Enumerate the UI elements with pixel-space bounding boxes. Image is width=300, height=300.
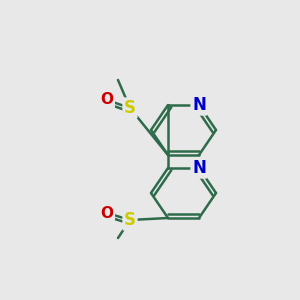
Text: N: N — [192, 96, 206, 114]
Text: O: O — [100, 206, 113, 220]
Text: S: S — [124, 99, 136, 117]
Text: S: S — [124, 211, 136, 229]
Text: O: O — [100, 92, 113, 107]
Text: N: N — [192, 159, 206, 177]
